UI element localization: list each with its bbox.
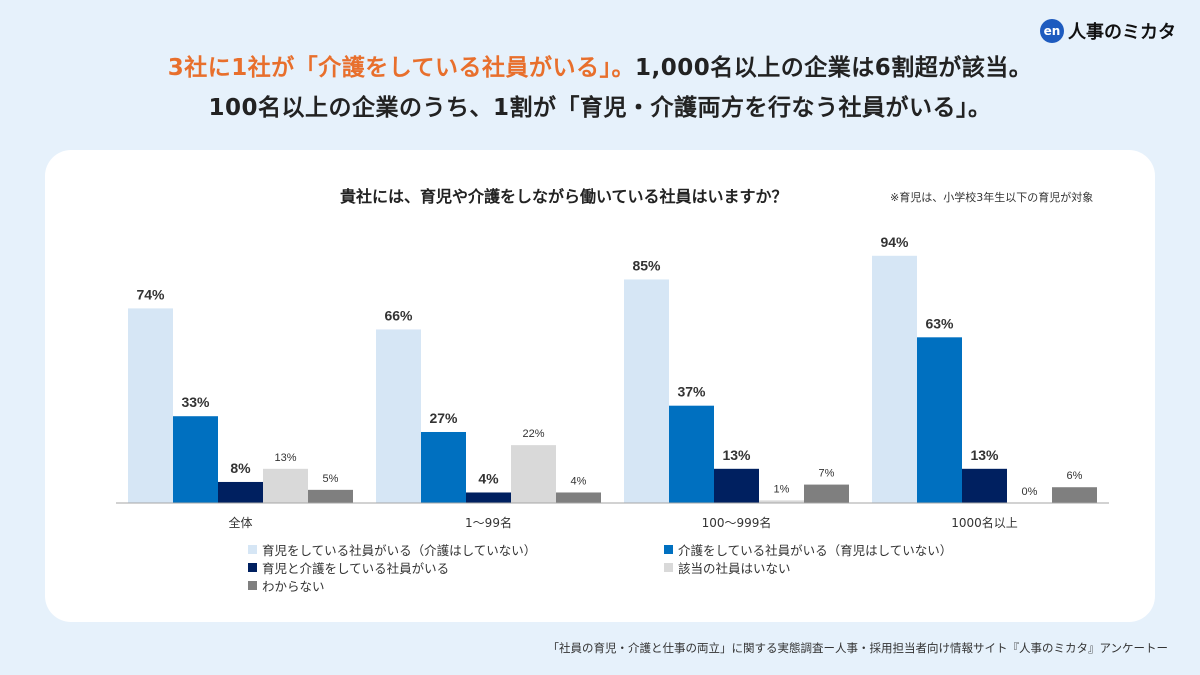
chart-title: 貴社には、育児や介護をしながら働いている社員はいますか？ <box>340 187 788 206</box>
legend-swatch-2 <box>664 544 673 554</box>
data-label-s3-4: 13% <box>970 447 999 463</box>
x-tick-label-4: 1000名以上 <box>951 515 1018 530</box>
legend-swatch-1 <box>248 544 257 554</box>
data-label-s3-2: 4% <box>478 470 499 486</box>
bar-s5-1 <box>308 489 353 503</box>
legend-label-5: わからない <box>262 578 325 594</box>
x-tick-label-3: 100〜999名 <box>702 515 772 530</box>
data-label-s1-4: 94% <box>880 234 909 250</box>
legend-label-1: 育児をしている社員がいる（介護はしていない） <box>262 542 537 558</box>
bar-s2-1 <box>173 416 218 503</box>
bar-s2-4 <box>917 337 962 503</box>
bar-s4-2 <box>511 445 556 503</box>
bar-s5-3 <box>804 484 849 503</box>
x-tick-label-2: 1〜99名 <box>465 515 512 530</box>
bar-s5-4 <box>1052 487 1097 503</box>
data-label-s2-1: 33% <box>181 394 210 410</box>
bar-s3-3 <box>714 468 759 503</box>
legend-item-1: 育児をしている社員がいる（介護はしていない） <box>248 541 664 558</box>
chart-note: ※育児は、小学校3年生以下の育児が対象 <box>890 191 1094 204</box>
data-label-s4-2: 22% <box>522 428 544 440</box>
headline-line-2: 100名以上の企業のうち、1割が「育児・介護両方を行なう社員がいる」。 <box>208 95 992 121</box>
data-label-s3-1: 8% <box>230 460 251 476</box>
legend-label-2: 介護をしている社員がいる（育児はしていない） <box>678 542 953 558</box>
legend-item-3: 育児と介護をしている社員がいる <box>248 559 664 576</box>
data-label-s1-2: 66% <box>384 307 413 323</box>
legend-swatch-3 <box>248 562 257 572</box>
logo-badge: en <box>1040 19 1064 43</box>
data-label-s4-3: 1% <box>774 483 790 495</box>
headline-rest: 1,000名以上の企業は6割超が該当。 <box>635 55 1033 81</box>
bar-s1-3 <box>624 279 669 503</box>
data-label-s1-1: 74% <box>136 286 165 302</box>
data-label-s4-1: 13% <box>274 452 296 464</box>
data-label-s5-2: 4% <box>571 475 587 487</box>
legend-item-2: 介護をしている社員がいる（育児はしていない） <box>664 541 1004 558</box>
chart-card <box>45 150 1155 622</box>
bar-s4-1 <box>263 468 308 503</box>
bar-s3-2 <box>466 492 511 503</box>
bar-s1-2 <box>376 329 421 503</box>
data-label-s5-3: 7% <box>819 468 835 480</box>
bar-s1-1 <box>128 308 173 503</box>
bar-s1-4 <box>872 255 917 503</box>
chart-legend: 育児をしている社員がいる（介護はしていない） 介護をしている社員がいる（育児はして… <box>248 541 1008 594</box>
x-tick-label-1: 全体 <box>228 515 252 530</box>
bar-s3-1 <box>218 481 263 503</box>
source-credit: 「社員の育児・介護と仕事の両立」に関する実態調査ー人事・採用担当者向け情報サイト… <box>547 641 1168 655</box>
data-label-s3-3: 13% <box>722 447 751 463</box>
headline-line-1: 3社に1社が「介護をしている社員がいる」。1,000名以上の企業は6割超が該当。 <box>0 48 1200 82</box>
bar-s3-4 <box>962 468 1007 503</box>
data-label-s5-1: 5% <box>323 473 339 485</box>
bar-s4-3 <box>759 500 804 503</box>
data-label-s2-2: 27% <box>429 410 458 426</box>
data-label-s4-4: 0% <box>1022 486 1038 498</box>
data-label-s1-3: 85% <box>632 257 661 273</box>
data-label-s2-4: 63% <box>925 315 954 331</box>
logo-text: 人事のミカタ <box>1068 22 1176 43</box>
legend-swatch-5 <box>248 580 257 590</box>
data-label-s5-4: 6% <box>1067 470 1083 482</box>
data-label-s2-3: 37% <box>677 384 706 400</box>
legend-item-5: わからない <box>248 577 664 594</box>
bar-s2-3 <box>669 405 714 503</box>
legend-item-4: 該当の社員はいない <box>664 559 1004 576</box>
bar-s5-2 <box>556 492 601 503</box>
bar-s2-2 <box>421 431 466 503</box>
headline-accent: 3社に1社が「介護をしている社員がいる」。 <box>167 55 636 81</box>
legend-swatch-4 <box>664 562 673 572</box>
legend-label-3: 育児と介護をしている社員がいる <box>262 560 450 576</box>
brand-logo: en 人事のミカタ <box>1040 18 1176 44</box>
legend-label-4: 該当の社員はいない <box>678 560 791 576</box>
